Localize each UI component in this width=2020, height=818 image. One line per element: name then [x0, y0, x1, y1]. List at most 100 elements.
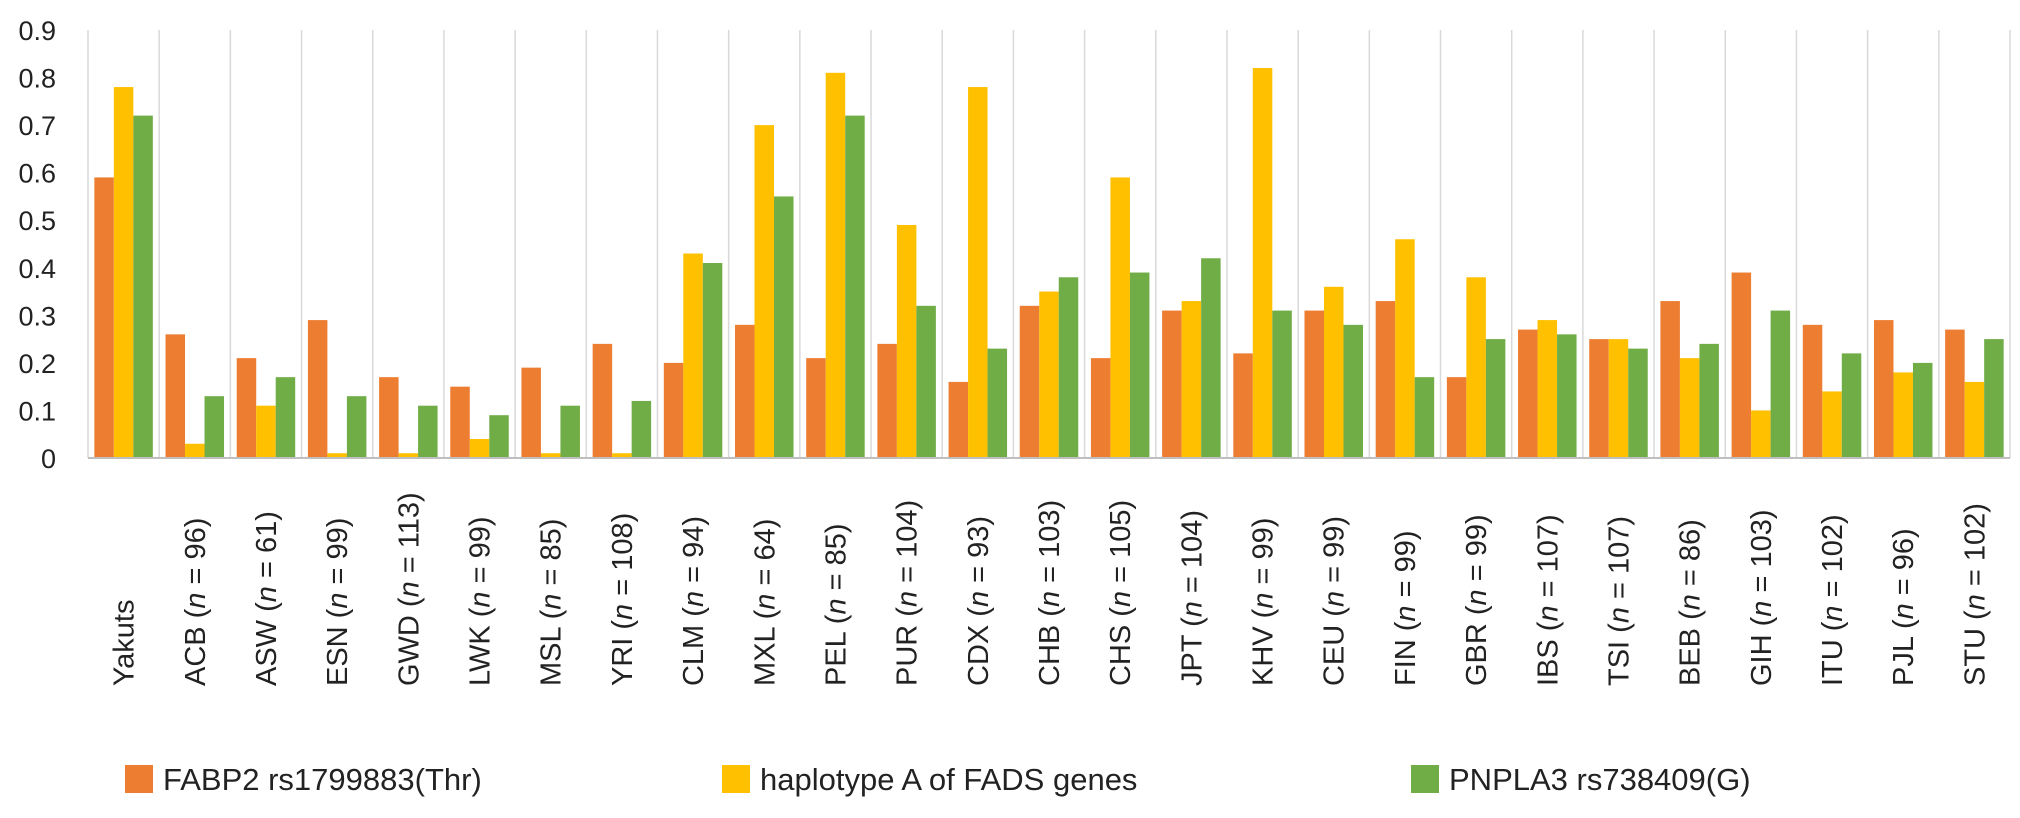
y-tick-label: 0.9 [18, 16, 56, 46]
x-category-label: ITU (n = 102) [1817, 514, 1849, 686]
legend-label: FABP2 rs1799883(Thr) [163, 762, 482, 797]
bar [165, 334, 186, 458]
bar [1323, 286, 1344, 458]
x-category-label: LWK (n = 99) [465, 516, 497, 686]
bar [1466, 277, 1486, 458]
x-category-label: JPT (n = 104) [1176, 510, 1208, 686]
bar [774, 196, 794, 458]
bar [327, 453, 347, 458]
y-tick-label: 0.6 [18, 159, 56, 189]
bar [1304, 310, 1324, 458]
x-category-label: MSL (n = 85) [536, 519, 568, 686]
bar [469, 438, 490, 458]
y-tick-label: 0.7 [18, 111, 56, 141]
x-category-label: CDX (n = 93) [963, 516, 995, 686]
bar [489, 415, 509, 458]
x-category-label: GIH (n = 103) [1746, 509, 1778, 686]
legend-label: haplotype A of FADS genes [760, 762, 1137, 797]
y-tick-label: 0 [41, 444, 56, 474]
x-category-label: PUR (n = 104) [892, 500, 924, 686]
bar [1770, 310, 1791, 458]
bar [185, 443, 205, 458]
y-tick-label: 0.1 [18, 396, 56, 426]
bar [346, 396, 367, 458]
x-category-label: MXL (n = 64) [749, 519, 781, 686]
bar [1751, 410, 1771, 458]
x-category-label: PJL (n = 96) [1888, 528, 1920, 686]
x-category-label: CHB (n = 103) [1034, 500, 1066, 686]
x-category-label: Yakuts [109, 599, 141, 686]
legend-label: PNPLA3 rs738409(G) [1449, 762, 1751, 797]
bar [825, 72, 846, 459]
bar [1608, 339, 1629, 458]
x-category-label: PEL (n = 85) [820, 523, 852, 686]
bar [612, 453, 632, 458]
bar [256, 405, 276, 458]
bar [1395, 239, 1415, 458]
legend-item: haplotype A of FADS genes [722, 762, 1137, 797]
bar [133, 115, 153, 458]
x-category-label: BEB (n = 86) [1675, 519, 1707, 686]
bar [1945, 329, 1965, 458]
bar [1893, 372, 1913, 458]
bar [418, 405, 438, 458]
legend-item: FABP2 rs1799883(Thr) [125, 762, 482, 797]
bar [1129, 272, 1150, 458]
bar [1252, 68, 1273, 459]
bar [1912, 362, 1933, 458]
bar [1628, 348, 1648, 458]
bar [1679, 358, 1700, 458]
legend-swatch [125, 765, 153, 793]
bar [1201, 258, 1221, 458]
bar [94, 177, 114, 458]
x-category-label: GWD (n = 113) [393, 492, 425, 686]
bar [1873, 320, 1894, 458]
bar [1343, 324, 1363, 458]
bar [398, 453, 419, 458]
x-category-label: GBR (n = 99) [1461, 514, 1493, 686]
bar [663, 362, 684, 458]
bar [1272, 310, 1292, 458]
legend-swatch [1411, 765, 1439, 793]
y-tick-label: 0.8 [18, 64, 56, 94]
bar [1181, 301, 1202, 458]
y-axis-tick-labels: 0 0.1 0.2 0.3 0.4 0.5 0.6 0.7 0.8 0.9 [18, 16, 56, 474]
bar [1446, 377, 1467, 458]
bar [968, 87, 988, 459]
bar [877, 343, 897, 458]
x-category-label: CLM (n = 94) [678, 516, 710, 686]
bar [307, 320, 328, 458]
x-category-label: ACB (n = 96) [180, 518, 212, 686]
bar [1822, 391, 1842, 458]
grid-lines [87, 30, 2011, 458]
bar [1802, 324, 1823, 458]
bars [94, 68, 2004, 459]
bar [631, 400, 652, 458]
bar [1731, 272, 1752, 458]
x-category-label: CEU (n = 99) [1319, 516, 1351, 686]
bar [450, 386, 470, 458]
bar [1589, 339, 1609, 458]
bar [916, 305, 936, 458]
bar [113, 87, 134, 459]
bar [1660, 301, 1680, 458]
bar [1375, 301, 1396, 458]
bar [540, 453, 561, 458]
bar [896, 224, 917, 458]
bar [1964, 381, 1985, 458]
bar [948, 381, 969, 458]
bar [379, 377, 399, 458]
x-category-label: YRI (n = 108) [607, 513, 639, 686]
y-tick-label: 0.4 [18, 254, 56, 284]
legend-swatch [722, 765, 750, 793]
x-category-label: ESN (n = 99) [322, 518, 354, 686]
x-category-label: IBS (n = 107) [1532, 514, 1564, 686]
x-category-label: FIN (n = 99) [1390, 530, 1422, 686]
bar [1090, 358, 1111, 458]
y-tick-label: 0.3 [18, 301, 56, 331]
bar [1162, 310, 1182, 458]
bar [1039, 291, 1059, 458]
y-tick-label: 0.2 [18, 349, 56, 379]
bar [845, 115, 865, 458]
